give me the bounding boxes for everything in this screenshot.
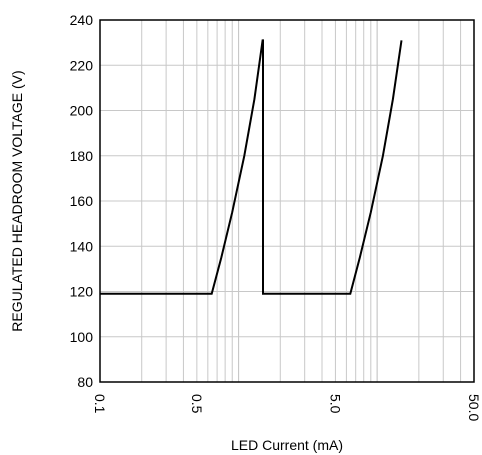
x-tick-label: 0.5 — [189, 394, 205, 414]
y-tick-label: 240 — [70, 12, 94, 28]
x-axis-label: LED Current (mA) — [231, 437, 343, 453]
y-tick-label: 120 — [70, 284, 94, 300]
x-tick-label: 0.1 — [92, 394, 108, 414]
y-tick-label: 200 — [70, 103, 94, 119]
y-tick-label: 160 — [70, 193, 94, 209]
x-axis-ticks: 0.1 0.5 5.0 50.0 — [92, 394, 482, 421]
x-tick-label: 5.0 — [327, 394, 343, 414]
y-tick-label: 180 — [70, 148, 94, 164]
plot-frame — [99, 19, 475, 383]
y-axis-label: REGULATED HEADROOM VOLTAGE (V) — [9, 70, 25, 331]
x-tick-label: 50.0 — [466, 394, 482, 421]
series-group — [100, 39, 403, 295]
y-tick-label: 80 — [77, 374, 93, 390]
grid — [100, 20, 474, 382]
series-line — [100, 39, 403, 295]
y-tick-label: 140 — [70, 238, 94, 254]
y-tick-label: 220 — [70, 57, 94, 73]
y-axis-ticks: 80 100 120 140 160 180 200 220 240 — [70, 12, 94, 390]
y-tick-label: 100 — [70, 329, 94, 345]
